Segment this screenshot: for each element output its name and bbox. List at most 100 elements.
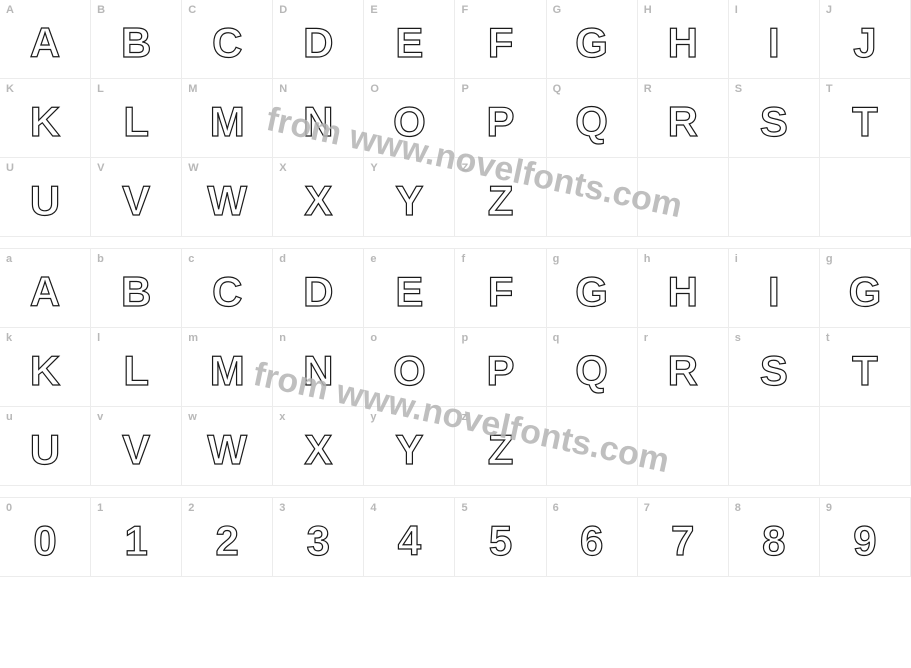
glyph-cell-glyph: X bbox=[304, 426, 332, 474]
glyph-cell-glyph: J bbox=[853, 19, 876, 67]
glyph-cell-label: q bbox=[553, 332, 560, 344]
glyph-cell: MM bbox=[181, 78, 273, 158]
glyph-cell: 44 bbox=[363, 497, 455, 577]
glyph-cell-glyph: M bbox=[210, 347, 245, 395]
glyph-cell: XX bbox=[272, 157, 364, 237]
glyph-cell-glyph: B bbox=[121, 268, 151, 316]
glyph-cell: UU bbox=[0, 157, 91, 237]
glyph-cell-glyph: D bbox=[303, 268, 333, 316]
glyph-cell-label: v bbox=[97, 411, 103, 423]
glyph-cell: SS bbox=[728, 78, 820, 158]
glyph-cell-label: t bbox=[826, 332, 830, 344]
glyph-cell-label: P bbox=[461, 83, 468, 95]
glyph-cell-label: p bbox=[461, 332, 468, 344]
glyph-cell-label: A bbox=[6, 4, 14, 16]
glyph-cell-label: 5 bbox=[461, 502, 467, 514]
glyph-cell-label: 8 bbox=[735, 502, 741, 514]
glyph-cell-glyph: W bbox=[207, 177, 247, 225]
glyph-cell-glyph: V bbox=[122, 177, 150, 225]
glyph-cell-glyph: U bbox=[30, 177, 60, 225]
glyph-cell-glyph: M bbox=[210, 98, 245, 146]
glyph-cell: bB bbox=[90, 248, 182, 328]
glyph-cell-label: l bbox=[97, 332, 100, 344]
glyph-cell-glyph: U bbox=[30, 426, 60, 474]
glyph-cell bbox=[637, 406, 729, 486]
glyph-cell-label: G bbox=[553, 4, 562, 16]
glyph-cell bbox=[819, 157, 911, 237]
glyph-cell: iI bbox=[728, 248, 820, 328]
glyph-cell: dD bbox=[272, 248, 364, 328]
glyph-cell: TT bbox=[819, 78, 911, 158]
glyph-cell-label: Q bbox=[553, 83, 562, 95]
glyph-cell: 22 bbox=[181, 497, 273, 577]
glyph-cell-label: 4 bbox=[370, 502, 376, 514]
glyph-cell: rR bbox=[637, 327, 729, 407]
glyph-cell: 00 bbox=[0, 497, 91, 577]
glyph-cell-glyph: I bbox=[768, 268, 780, 316]
glyph-cell: qQ bbox=[546, 327, 638, 407]
glyph-cell-glyph: D bbox=[303, 19, 333, 67]
glyph-cell-glyph: C bbox=[212, 268, 242, 316]
glyph-cell-glyph: 9 bbox=[853, 517, 876, 565]
glyph-cell-glyph: A bbox=[30, 268, 60, 316]
glyph-cell-glyph: T bbox=[852, 347, 878, 395]
glyph-cell-label: L bbox=[97, 83, 104, 95]
glyph-cell-label: o bbox=[370, 332, 377, 344]
glyph-cell-label: y bbox=[370, 411, 376, 423]
glyph-cell-label: 1 bbox=[97, 502, 103, 514]
glyph-cell bbox=[728, 406, 820, 486]
glyph-cell-label: H bbox=[644, 4, 652, 16]
glyph-cell-label: k bbox=[6, 332, 12, 344]
glyph-cell-glyph: A bbox=[30, 19, 60, 67]
glyph-grid-section: aAbBcCdDeEfFgGhHiIgGkKlLmMnNoOpPqQrRsStT… bbox=[0, 249, 911, 486]
glyph-cell: II bbox=[728, 0, 820, 79]
glyph-cell-label: W bbox=[188, 162, 198, 174]
glyph-cell-glyph: F bbox=[488, 268, 514, 316]
glyph-cell-label: K bbox=[6, 83, 14, 95]
glyph-cell: GG bbox=[546, 0, 638, 79]
glyph-cell: tT bbox=[819, 327, 911, 407]
glyph-cell-glyph: Y bbox=[395, 426, 423, 474]
glyph-cell-label: B bbox=[97, 4, 105, 16]
glyph-cell-label: 3 bbox=[279, 502, 285, 514]
glyph-cell: NN bbox=[272, 78, 364, 158]
glyph-cell-glyph: T bbox=[852, 98, 878, 146]
glyph-cell-glyph: K bbox=[30, 98, 60, 146]
glyph-cell-glyph: C bbox=[212, 19, 242, 67]
glyph-cell-label: x bbox=[279, 411, 285, 423]
glyph-cell-glyph: Z bbox=[488, 177, 514, 225]
glyph-cell bbox=[728, 157, 820, 237]
glyph-cell: vV bbox=[90, 406, 182, 486]
glyph-cell bbox=[546, 157, 638, 237]
glyph-cell-glyph: L bbox=[123, 98, 149, 146]
glyph-cell: FF bbox=[454, 0, 546, 79]
glyph-cell-glyph: E bbox=[395, 19, 423, 67]
glyph-cell-glyph: N bbox=[303, 347, 333, 395]
glyph-cell: EE bbox=[363, 0, 455, 79]
glyph-cell-label: M bbox=[188, 83, 197, 95]
glyph-cell: gG bbox=[546, 248, 638, 328]
glyph-cell-label: X bbox=[279, 162, 286, 174]
glyph-cell-label: Y bbox=[370, 162, 377, 174]
glyph-cell-label: f bbox=[461, 253, 465, 265]
glyph-cell-label: J bbox=[826, 4, 832, 16]
glyph-cell: hH bbox=[637, 248, 729, 328]
glyph-cell-glyph: R bbox=[668, 347, 698, 395]
glyph-cell-label: d bbox=[279, 253, 286, 265]
glyph-cell: pP bbox=[454, 327, 546, 407]
glyph-cell-glyph: 3 bbox=[307, 517, 330, 565]
glyph-cell: sS bbox=[728, 327, 820, 407]
glyph-cell: 33 bbox=[272, 497, 364, 577]
glyph-cell: 66 bbox=[546, 497, 638, 577]
glyph-cell-label: g bbox=[826, 253, 833, 265]
glyph-cell: fF bbox=[454, 248, 546, 328]
glyph-cell-label: D bbox=[279, 4, 287, 16]
glyph-cell-glyph: O bbox=[393, 98, 426, 146]
glyph-cell-glyph: H bbox=[668, 19, 698, 67]
glyph-cell: 55 bbox=[454, 497, 546, 577]
glyph-cell: wW bbox=[181, 406, 273, 486]
glyph-cell-glyph: R bbox=[668, 98, 698, 146]
glyph-cell-glyph: V bbox=[122, 426, 150, 474]
glyph-cell: cC bbox=[181, 248, 273, 328]
glyph-cell: RR bbox=[637, 78, 729, 158]
